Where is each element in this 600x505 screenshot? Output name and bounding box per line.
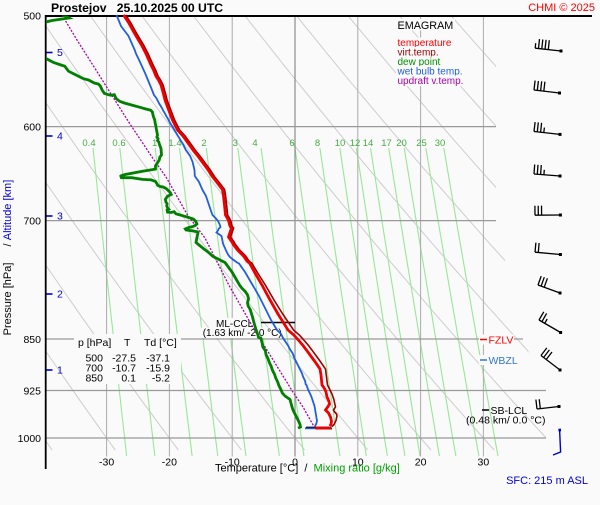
svg-text:p [hPa]: p [hPa] <box>78 337 111 349</box>
svg-text:850: 850 <box>23 334 41 346</box>
svg-text:0.6: 0.6 <box>112 138 125 149</box>
svg-text:500: 500 <box>23 10 41 22</box>
svg-text:EMAGRAM: EMAGRAM <box>398 20 454 32</box>
svg-text:Prostejov 25.10.2025 00 UTC: Prostejov 25.10.2025 00 UTC <box>51 1 223 15</box>
svg-text:SFC: 215 m ASL: SFC: 215 m ASL <box>506 475 588 487</box>
svg-text:10: 10 <box>335 138 346 149</box>
svg-text:17: 17 <box>381 138 392 149</box>
svg-text:(0.48 km/ 0.0 °C): (0.48 km/ 0.0 °C) <box>466 415 545 427</box>
svg-text:600: 600 <box>23 121 41 133</box>
svg-text:30: 30 <box>435 138 446 149</box>
svg-text:3: 3 <box>233 138 238 149</box>
svg-text:Temperature [°C] / Mixing ra: Temperature [°C] / Mixing ratio [g/kg] <box>215 463 400 475</box>
svg-text:WBZL: WBZL <box>489 355 518 367</box>
svg-text:850: 850 <box>85 373 103 385</box>
svg-text:5: 5 <box>57 47 63 59</box>
svg-text:3: 3 <box>57 211 63 223</box>
svg-text:-30: -30 <box>99 457 114 469</box>
svg-text:updraft v.temp.: updraft v.temp. <box>398 76 464 87</box>
svg-text:-20: -20 <box>162 457 177 469</box>
svg-text:2: 2 <box>201 138 206 149</box>
svg-text:(1.63 km/ -2.0 °C): (1.63 km/ -2.0 °C) <box>203 328 282 339</box>
svg-text:T: T <box>124 337 131 349</box>
svg-text:925: 925 <box>23 385 41 397</box>
svg-text:1: 1 <box>57 365 63 377</box>
svg-text:1000: 1000 <box>18 433 42 445</box>
svg-text:4: 4 <box>252 138 257 149</box>
svg-text:0.1: 0.1 <box>121 373 136 385</box>
svg-text:4: 4 <box>57 131 63 143</box>
svg-text:-5.2: -5.2 <box>152 373 170 385</box>
svg-text:FZLV: FZLV <box>489 335 514 347</box>
svg-text:25: 25 <box>416 138 427 149</box>
svg-text:Altitude [km]: Altitude [km] <box>2 180 14 241</box>
svg-text:30: 30 <box>478 457 490 469</box>
svg-text:0.4: 0.4 <box>82 138 95 149</box>
svg-text:20: 20 <box>396 138 407 149</box>
svg-text:Pressure [hPa]: Pressure [hPa] <box>2 263 14 336</box>
svg-text:2: 2 <box>57 289 63 301</box>
svg-text:12: 12 <box>350 138 361 149</box>
svg-text:6: 6 <box>289 138 294 149</box>
svg-text:CHMI © 2025: CHMI © 2025 <box>528 2 595 14</box>
svg-text:700: 700 <box>23 215 41 227</box>
svg-text:20: 20 <box>415 457 427 469</box>
svg-text:8: 8 <box>315 138 320 149</box>
svg-text:Td [°C]: Td [°C] <box>144 337 177 349</box>
svg-text:14: 14 <box>363 138 374 149</box>
